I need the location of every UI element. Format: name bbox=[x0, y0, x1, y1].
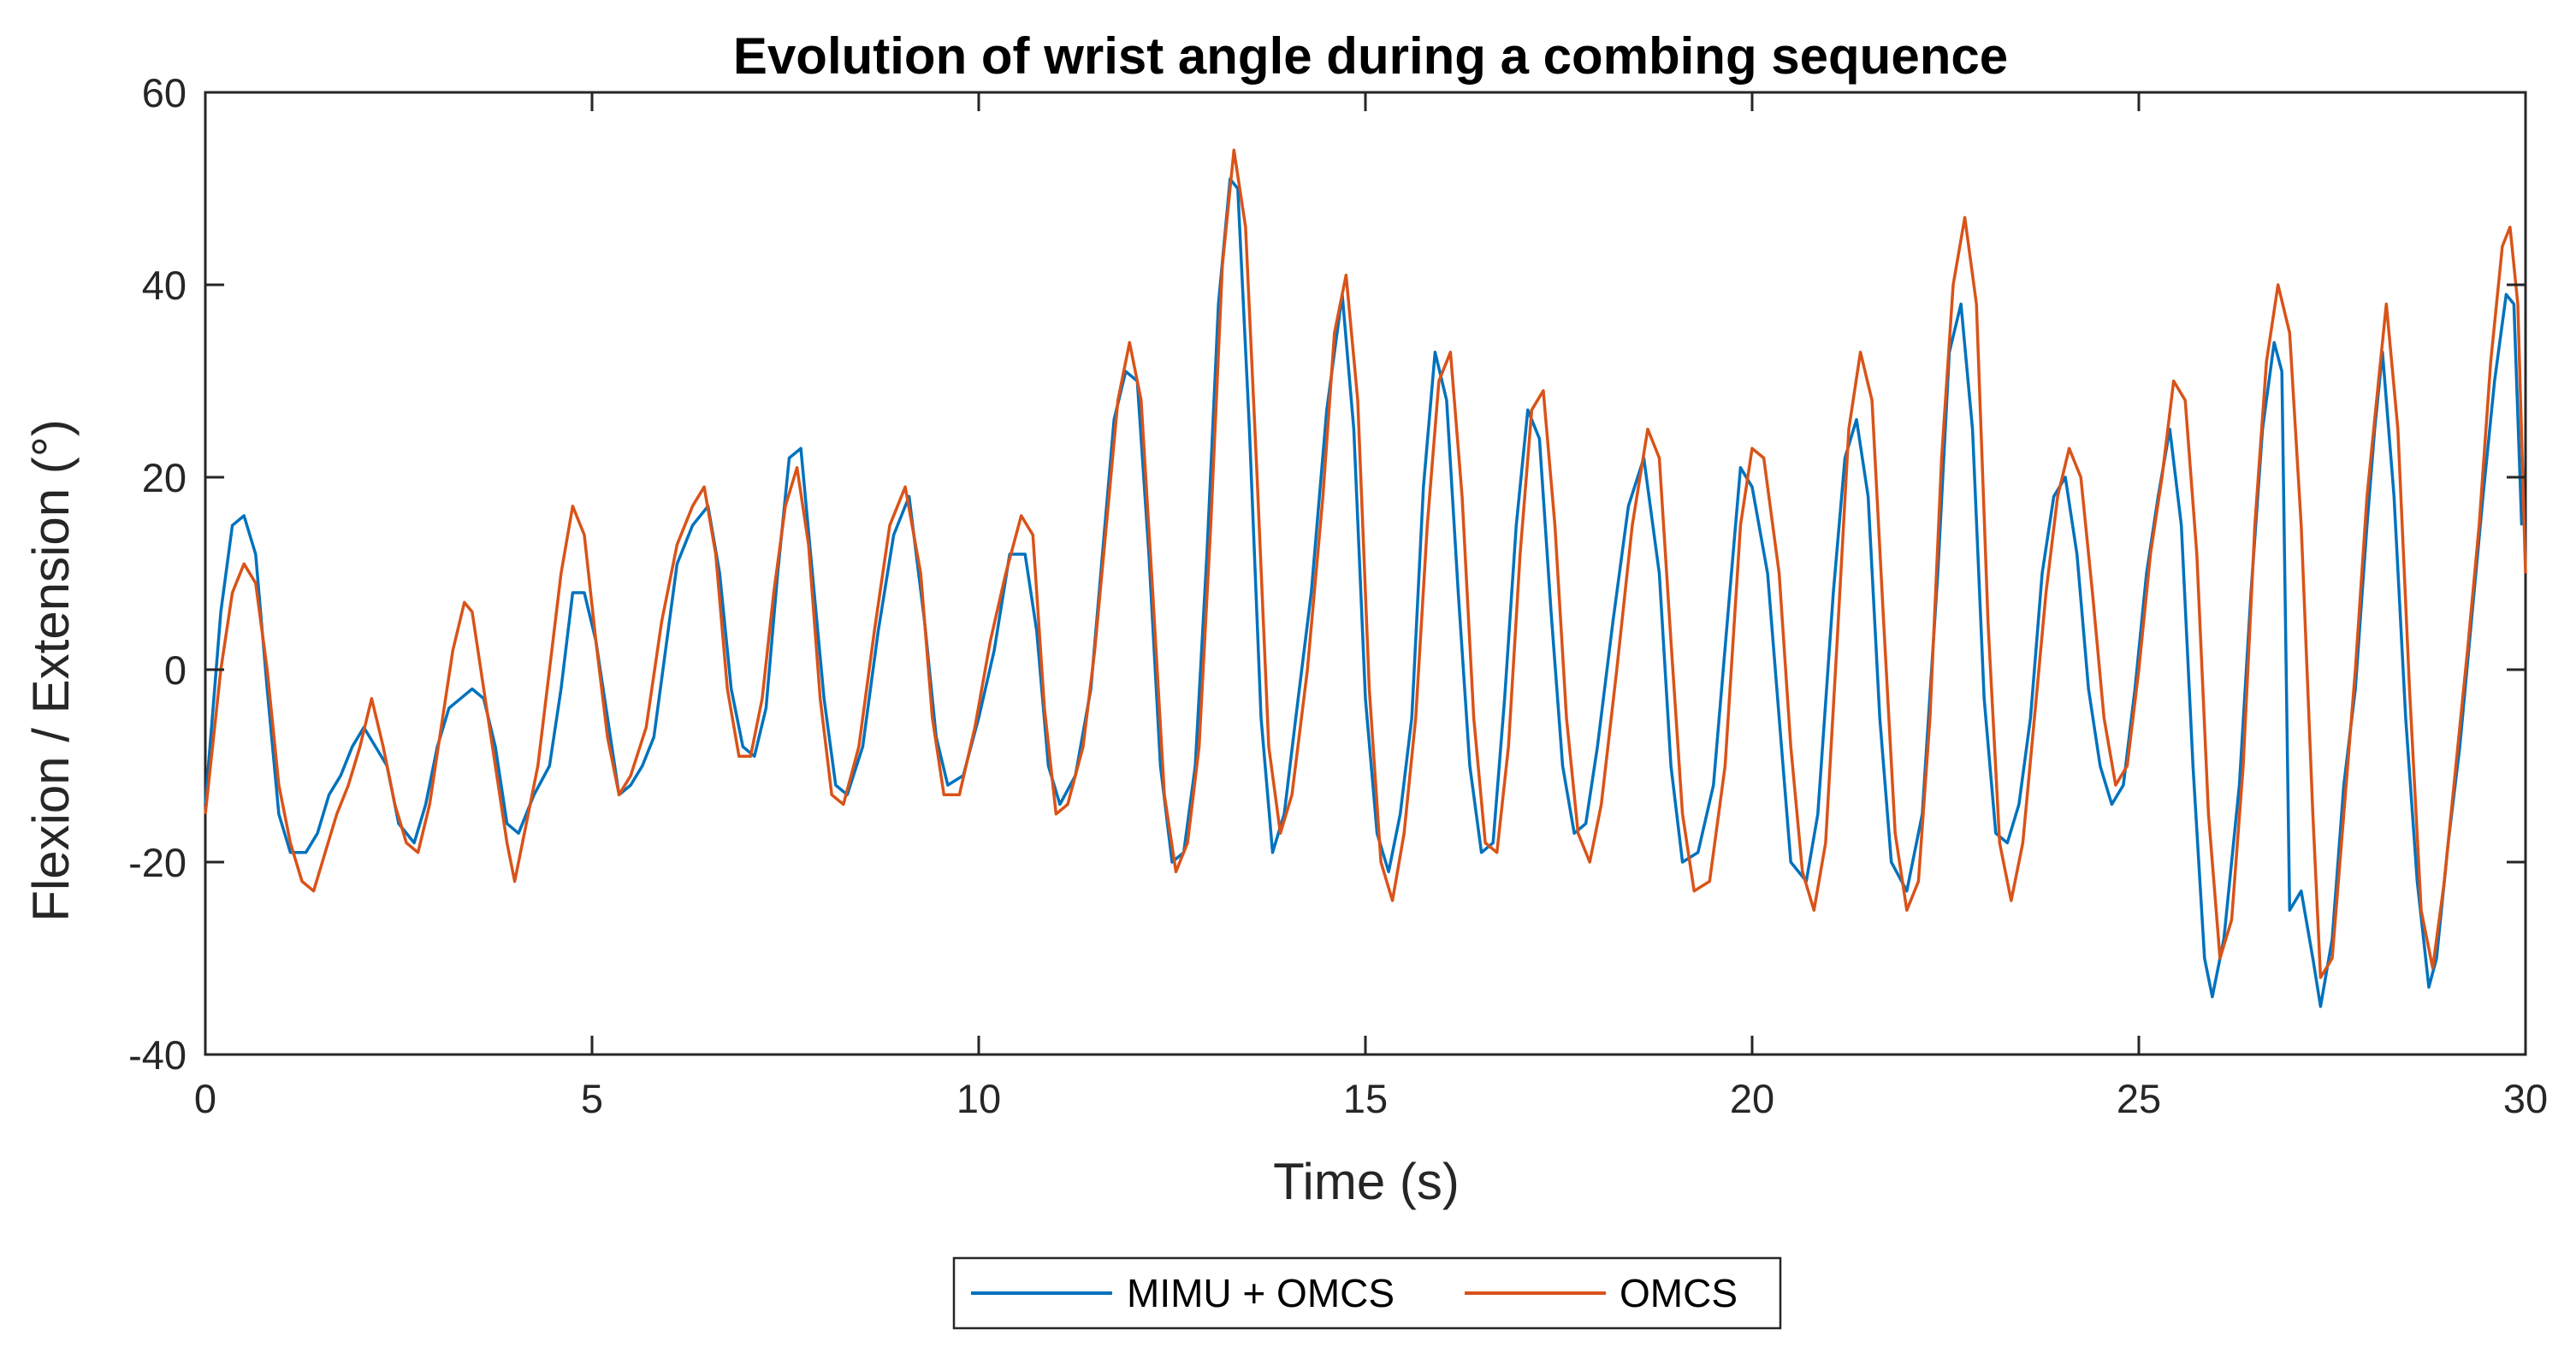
legend-label-mimu-omcs: MIMU + OMCS bbox=[1127, 1271, 1395, 1315]
x-tick-label: 30 bbox=[2503, 1076, 2548, 1121]
x-tick-label: 0 bbox=[194, 1076, 216, 1121]
legend-label-omcs: OMCS bbox=[1620, 1271, 1738, 1315]
x-tick-label: 25 bbox=[2117, 1076, 2161, 1121]
plot-area: 0 5 10 15 20 25 30 -40 -20 0 20 40 60 bbox=[128, 70, 2548, 1121]
series-line-omcs bbox=[204, 148, 2527, 979]
y-tick-label: 40 bbox=[142, 263, 187, 308]
y-tick-label: -20 bbox=[128, 840, 187, 885]
legend: MIMU + OMCS OMCS bbox=[952, 1256, 1782, 1330]
x-tick-label: 5 bbox=[581, 1076, 603, 1121]
x-axis-label: Time (s) bbox=[1273, 1153, 1460, 1210]
ticks-layer: 0 5 10 15 20 25 30 -40 -20 0 20 40 60 bbox=[128, 70, 2548, 1121]
x-tick-label: 15 bbox=[1343, 1076, 1388, 1121]
chart-title: Evolution of wrist angle during a combin… bbox=[733, 27, 2008, 85]
y-axis-label: Flexion / Extension (°) bbox=[22, 419, 80, 922]
x-tick-label: 10 bbox=[956, 1076, 1001, 1121]
x-tick-label: 20 bbox=[1730, 1076, 1774, 1121]
y-tick-label: 60 bbox=[142, 70, 187, 115]
y-tick-label: -40 bbox=[128, 1032, 187, 1078]
y-tick-label: 0 bbox=[164, 647, 187, 693]
y-tick-label: 20 bbox=[142, 455, 187, 500]
series-layer bbox=[204, 148, 2527, 1008]
series-line-mimu-omcs bbox=[204, 177, 2524, 1008]
